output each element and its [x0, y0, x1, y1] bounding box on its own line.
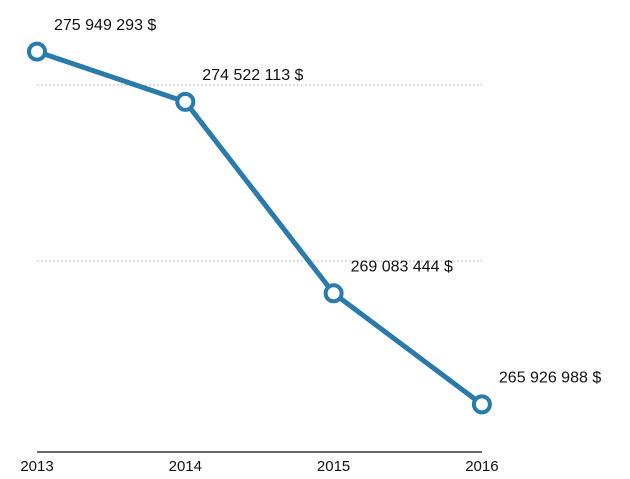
data-label: 274 522 113 $: [202, 67, 303, 84]
x-tick-label: 2014: [169, 458, 202, 474]
x-tick-label: 2013: [20, 458, 53, 474]
data-label: 275 949 293 $: [54, 17, 156, 34]
x-tick-label: 2015: [317, 458, 350, 474]
data-label: 265 926 988 $: [499, 370, 601, 387]
x-tick-label: 2016: [465, 458, 498, 474]
data-point: [323, 283, 344, 304]
data-point: [27, 41, 47, 62]
series-line: [36, 49, 484, 407]
data-label: 269 083 444 $: [351, 258, 453, 275]
data-point: [471, 394, 492, 415]
data-point: [175, 91, 196, 112]
